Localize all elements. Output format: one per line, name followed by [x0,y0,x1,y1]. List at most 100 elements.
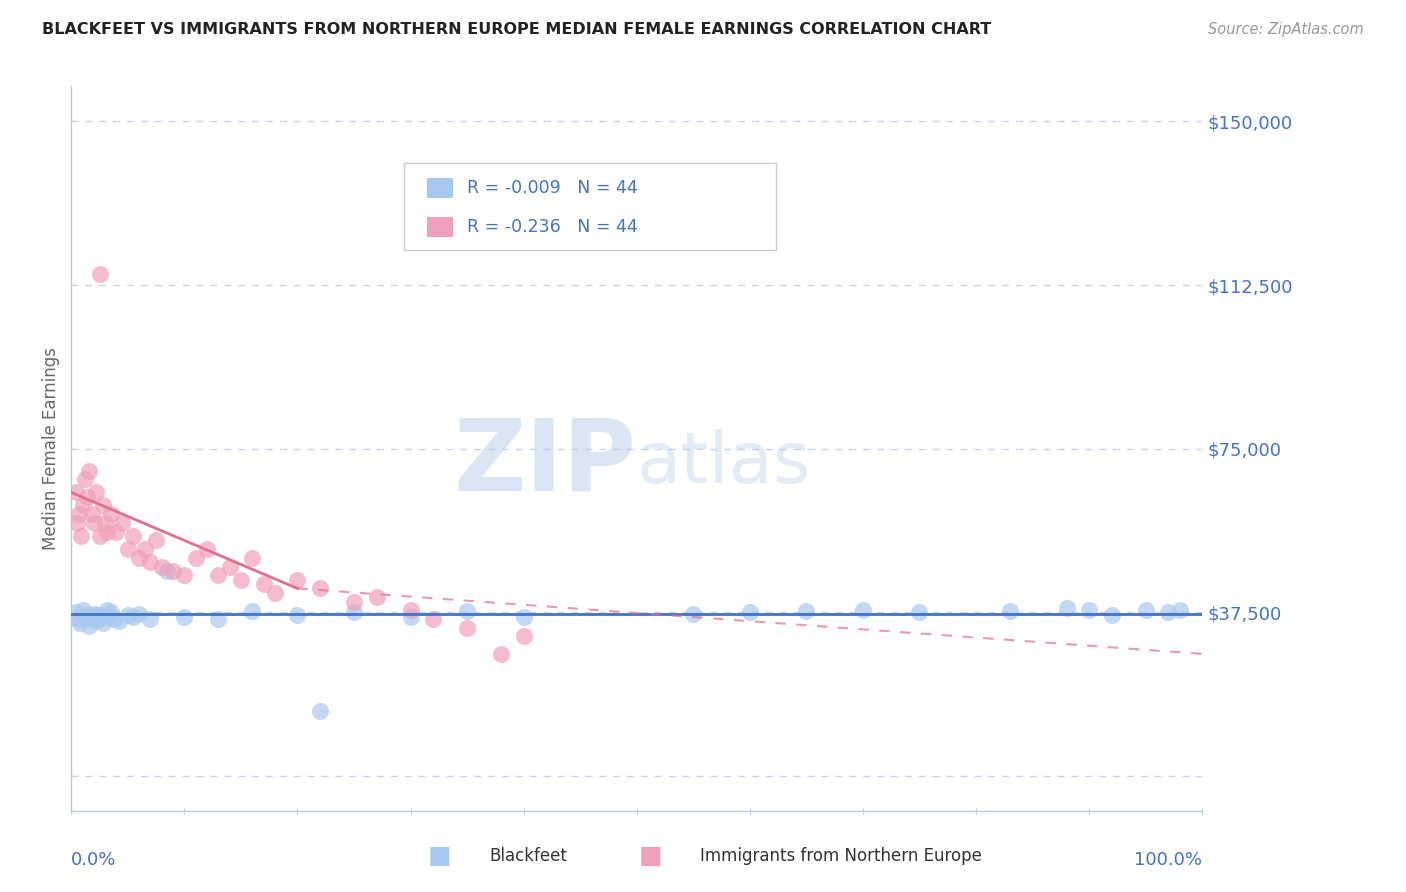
Point [252,577,274,591]
Point [738,606,761,620]
Point [107,614,129,628]
Point [173,568,195,582]
Point [343,594,366,608]
Point [399,609,422,624]
Point [309,582,332,596]
Point [105,524,128,539]
Point [89,267,111,281]
Point [76,490,98,504]
Point [79,464,101,478]
Point [512,630,534,644]
Point [103,612,125,626]
Point [122,609,145,624]
Point [162,564,184,578]
Text: Blackfeet: Blackfeet [489,847,567,864]
Point [91,616,114,631]
Point [195,542,218,557]
Point [76,607,98,622]
Point [309,704,332,718]
Point [122,529,145,543]
Point [91,499,114,513]
Point [1157,606,1180,620]
Point [366,590,388,604]
Text: Immigrants from Northern Europe: Immigrants from Northern Europe [700,847,981,864]
Point [83,516,105,530]
Point [1101,607,1123,622]
Point [218,559,240,574]
Point [73,609,96,624]
Point [207,612,229,626]
Point [94,516,117,530]
Y-axis label: Median Female Earnings: Median Female Earnings [42,347,60,550]
Text: R = -0.009   N = 44: R = -0.009 N = 44 [467,178,637,197]
Point [139,612,162,626]
Point [79,618,101,632]
Point [100,606,122,620]
Point [1135,603,1157,617]
Text: Source: ZipAtlas.com: Source: ZipAtlas.com [1208,22,1364,37]
Point [128,550,150,565]
Text: R = -0.236   N = 44: R = -0.236 N = 44 [467,218,637,236]
Point [96,524,118,539]
Point [90,607,112,622]
Point [422,612,444,626]
Point [1056,601,1078,615]
Point [89,529,111,543]
Point [80,612,103,626]
Point [240,604,263,618]
Point [96,603,118,617]
Point [66,612,89,626]
Text: atlas: atlas [637,429,811,498]
Text: ■: ■ [638,844,662,868]
Text: BLACKFEET VS IMMIGRANTS FROM NORTHERN EUROPE MEDIAN FEMALE EARNINGS CORRELATION : BLACKFEET VS IMMIGRANTS FROM NORTHERN EU… [42,22,991,37]
Point [84,614,107,628]
Point [852,603,875,617]
Text: 100.0%: 100.0% [1135,851,1202,869]
Point [117,542,139,557]
Point [796,604,818,618]
Text: 0.0%: 0.0% [72,851,117,869]
Point [134,542,156,557]
Point [207,568,229,582]
Text: ■: ■ [427,844,451,868]
Point [117,607,139,622]
Point [343,606,366,620]
Point [1078,603,1101,617]
Point [65,485,87,500]
Point [66,516,89,530]
Point [998,604,1021,618]
Point [69,616,91,631]
Point [173,609,195,624]
Point [184,550,207,565]
Point [150,559,173,574]
Point [512,609,534,624]
Point [456,621,478,635]
Point [65,606,87,620]
Point [72,603,94,617]
Point [263,586,285,600]
Point [399,603,422,617]
Point [682,607,704,621]
Point [100,507,122,521]
Point [73,472,96,486]
Text: ZIP: ZIP [454,415,637,512]
Point [87,608,110,623]
Point [489,647,512,661]
Point [908,606,931,620]
Point [240,550,263,565]
Point [72,499,94,513]
Point [229,573,252,587]
Point [84,485,107,500]
Point [287,607,309,622]
Point [128,607,150,621]
Point [111,516,134,530]
Point [67,507,90,521]
Point [1168,603,1191,617]
Point [139,555,162,569]
Point [287,573,309,587]
Point [83,607,105,621]
Point [145,533,167,548]
Point [80,507,103,521]
Point [156,564,179,578]
Point [456,604,478,618]
